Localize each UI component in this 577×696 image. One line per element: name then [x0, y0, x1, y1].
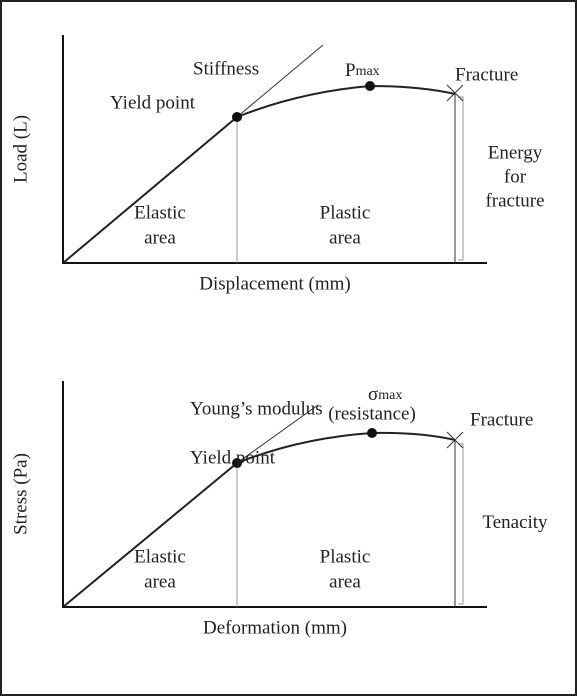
energy-bracket — [458, 443, 464, 605]
fracture-x — [446, 431, 464, 449]
axes — [62, 35, 487, 264]
elastic-line — [62, 116, 238, 264]
plastic-label: area — [329, 571, 361, 592]
plastic-label: Plastic — [320, 202, 371, 223]
elastic-label: area — [144, 571, 176, 592]
slope-line — [236, 404, 319, 464]
energy-label: for — [504, 166, 527, 187]
max-dot — [365, 81, 375, 91]
max-sub: max — [378, 388, 402, 403]
max-note: (resistance) — [328, 403, 416, 424]
plastic-label: Plastic — [320, 546, 371, 567]
elastic-label: Elastic — [134, 202, 186, 223]
max-label: σmax — [368, 384, 402, 405]
elastic-label: Elastic — [134, 546, 186, 567]
fracture-label: Fracture — [470, 409, 533, 430]
plastic-curve — [236, 84, 456, 118]
fracture-x — [446, 84, 464, 102]
fracture-label: Fracture — [455, 64, 518, 85]
yield-label: Yield point — [110, 92, 196, 113]
max-sub: max — [356, 64, 380, 79]
slope-label: Young’s modulus — [190, 398, 323, 419]
yield-label: Yield point — [190, 447, 276, 468]
yield-dot — [232, 112, 242, 122]
x-axis-label: Displacement (mm) — [199, 273, 350, 294]
max-dot — [367, 428, 377, 438]
max-label: Pmax — [345, 60, 380, 81]
yield-dot — [232, 458, 242, 468]
energy-label: Energy — [488, 142, 543, 163]
elastic-line — [62, 462, 238, 608]
elastic-label: area — [144, 227, 176, 248]
energy-bracket — [458, 96, 464, 261]
max-symbol: σ — [368, 384, 378, 405]
energy-label: Tenacity — [482, 512, 548, 533]
diagram: Stress (Pa) Deformation (mm) Young’s modul… — [10, 381, 548, 638]
plastic-label: area — [329, 227, 361, 248]
diagram: Load (L) Displacement (mm) Stiffness Pmax Fr… — [10, 35, 545, 294]
y-axis-label: Load (L) — [10, 115, 31, 183]
max-symbol: P — [345, 60, 356, 81]
y-axis-label: Stress (Pa) — [10, 453, 31, 535]
slope-label: Stiffness — [193, 58, 259, 79]
slope-line — [236, 44, 324, 118]
x-axis-label: Deformation (mm) — [203, 617, 347, 638]
energy-label: fracture — [485, 190, 544, 211]
